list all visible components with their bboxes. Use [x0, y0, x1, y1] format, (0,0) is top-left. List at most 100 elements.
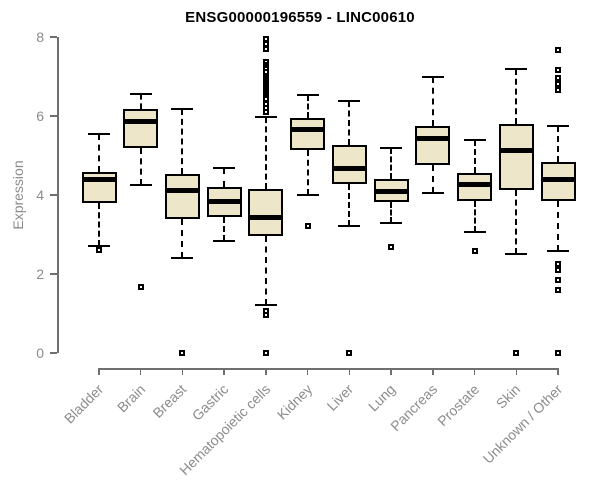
- outlier-point: [262, 350, 269, 356]
- upper-whisker-cap: [338, 99, 361, 102]
- outlier-point: [555, 287, 562, 294]
- outlier-point: [304, 222, 311, 229]
- upper-whisker: [557, 125, 560, 162]
- median-line: [81, 177, 117, 183]
- upper-whisker: [348, 100, 351, 145]
- lower-whisker: [515, 189, 518, 254]
- box: [290, 117, 326, 150]
- outlier-point: [555, 47, 562, 54]
- y-tick: [50, 36, 57, 38]
- lower-whisker: [139, 147, 142, 186]
- upper-whisker-cap: [505, 67, 528, 70]
- lower-whisker-cap: [171, 257, 194, 260]
- lower-whisker: [264, 235, 267, 305]
- outlier-point: [555, 267, 562, 274]
- median-line: [164, 187, 200, 193]
- lower-whisker: [473, 200, 476, 232]
- box: [123, 108, 159, 148]
- upper-whisker: [264, 117, 267, 190]
- box: [457, 172, 493, 201]
- x-tick: [223, 368, 225, 375]
- outlier-point: [555, 67, 562, 74]
- box: [164, 174, 200, 219]
- lower-whisker: [223, 216, 226, 242]
- y-tick-label: 2: [36, 266, 44, 282]
- upper-whisker-cap: [213, 167, 236, 170]
- box: [415, 125, 451, 165]
- x-tick: [139, 368, 142, 375]
- outlier-point: [262, 68, 269, 75]
- outlier-point: [262, 35, 269, 42]
- x-tick: [515, 368, 518, 375]
- upper-whisker: [515, 68, 518, 125]
- outlier-point: [555, 261, 562, 268]
- outlier-point: [262, 45, 269, 52]
- lower-whisker: [557, 200, 560, 252]
- outlier-point: [555, 276, 562, 283]
- x-tick: [181, 368, 184, 375]
- upper-whisker-cap: [88, 132, 110, 135]
- y-tick: [50, 273, 57, 275]
- median-line: [457, 181, 493, 187]
- lower-whisker-cap: [129, 184, 152, 187]
- upper-whisker-cap: [547, 124, 570, 127]
- lower-whisker-cap: [547, 250, 570, 253]
- lower-whisker-cap: [380, 222, 403, 225]
- median-line: [290, 126, 326, 132]
- outlier-point: [137, 284, 144, 291]
- x-tick: [306, 368, 309, 375]
- lower-whisker: [181, 218, 184, 259]
- upper-whisker-cap: [296, 94, 319, 97]
- outlier-point: [262, 96, 269, 102]
- y-tick: [50, 194, 57, 196]
- y-tick-label: 8: [36, 29, 44, 45]
- median-line: [331, 165, 367, 171]
- upper-whisker-cap: [129, 93, 152, 96]
- lower-whisker: [431, 164, 434, 194]
- outlier-point: [555, 75, 562, 82]
- upper-whisker: [223, 168, 226, 188]
- box: [248, 189, 284, 236]
- upper-whisker: [431, 76, 434, 126]
- lower-whisker-cap: [421, 192, 444, 195]
- upper-whisker: [139, 94, 142, 109]
- x-tick: [390, 368, 392, 375]
- outlier-point: [96, 247, 102, 254]
- outlier-point: [262, 109, 269, 116]
- box: [498, 124, 534, 190]
- lower-whisker: [98, 202, 100, 247]
- outlier-point: [513, 350, 520, 356]
- lower-whisker: [306, 149, 309, 195]
- box: [331, 144, 367, 185]
- median-line: [123, 118, 159, 124]
- lower-whisker-cap: [254, 303, 277, 306]
- lower-whisker-cap: [88, 245, 110, 248]
- upper-whisker: [306, 95, 309, 118]
- outlier-point: [555, 350, 562, 356]
- outlier-point: [262, 312, 269, 319]
- lower-whisker: [390, 201, 393, 224]
- outlier-point: [346, 350, 353, 356]
- x-tick: [265, 368, 267, 375]
- outlier-point: [471, 248, 478, 255]
- median-line: [540, 177, 576, 183]
- median-line: [206, 199, 242, 205]
- y-tick: [50, 352, 57, 354]
- lower-whisker-cap: [505, 252, 528, 255]
- y-tick: [50, 115, 57, 117]
- upper-whisker-cap: [421, 75, 444, 78]
- lower-whisker-cap: [463, 230, 486, 233]
- chart-title: ENSG00000196559 - LINC00610: [185, 9, 415, 26]
- y-tick-label: 4: [36, 187, 44, 203]
- outlier-point: [555, 81, 562, 88]
- x-tick: [473, 368, 476, 375]
- y-tick-label: 6: [36, 108, 44, 124]
- outlier-point: [179, 350, 186, 356]
- lower-whisker-cap: [296, 194, 319, 196]
- median-line: [498, 148, 534, 154]
- x-tick: [432, 368, 434, 375]
- upper-whisker-cap: [463, 139, 486, 142]
- outlier-point: [388, 243, 395, 250]
- upper-whisker-cap: [254, 116, 277, 119]
